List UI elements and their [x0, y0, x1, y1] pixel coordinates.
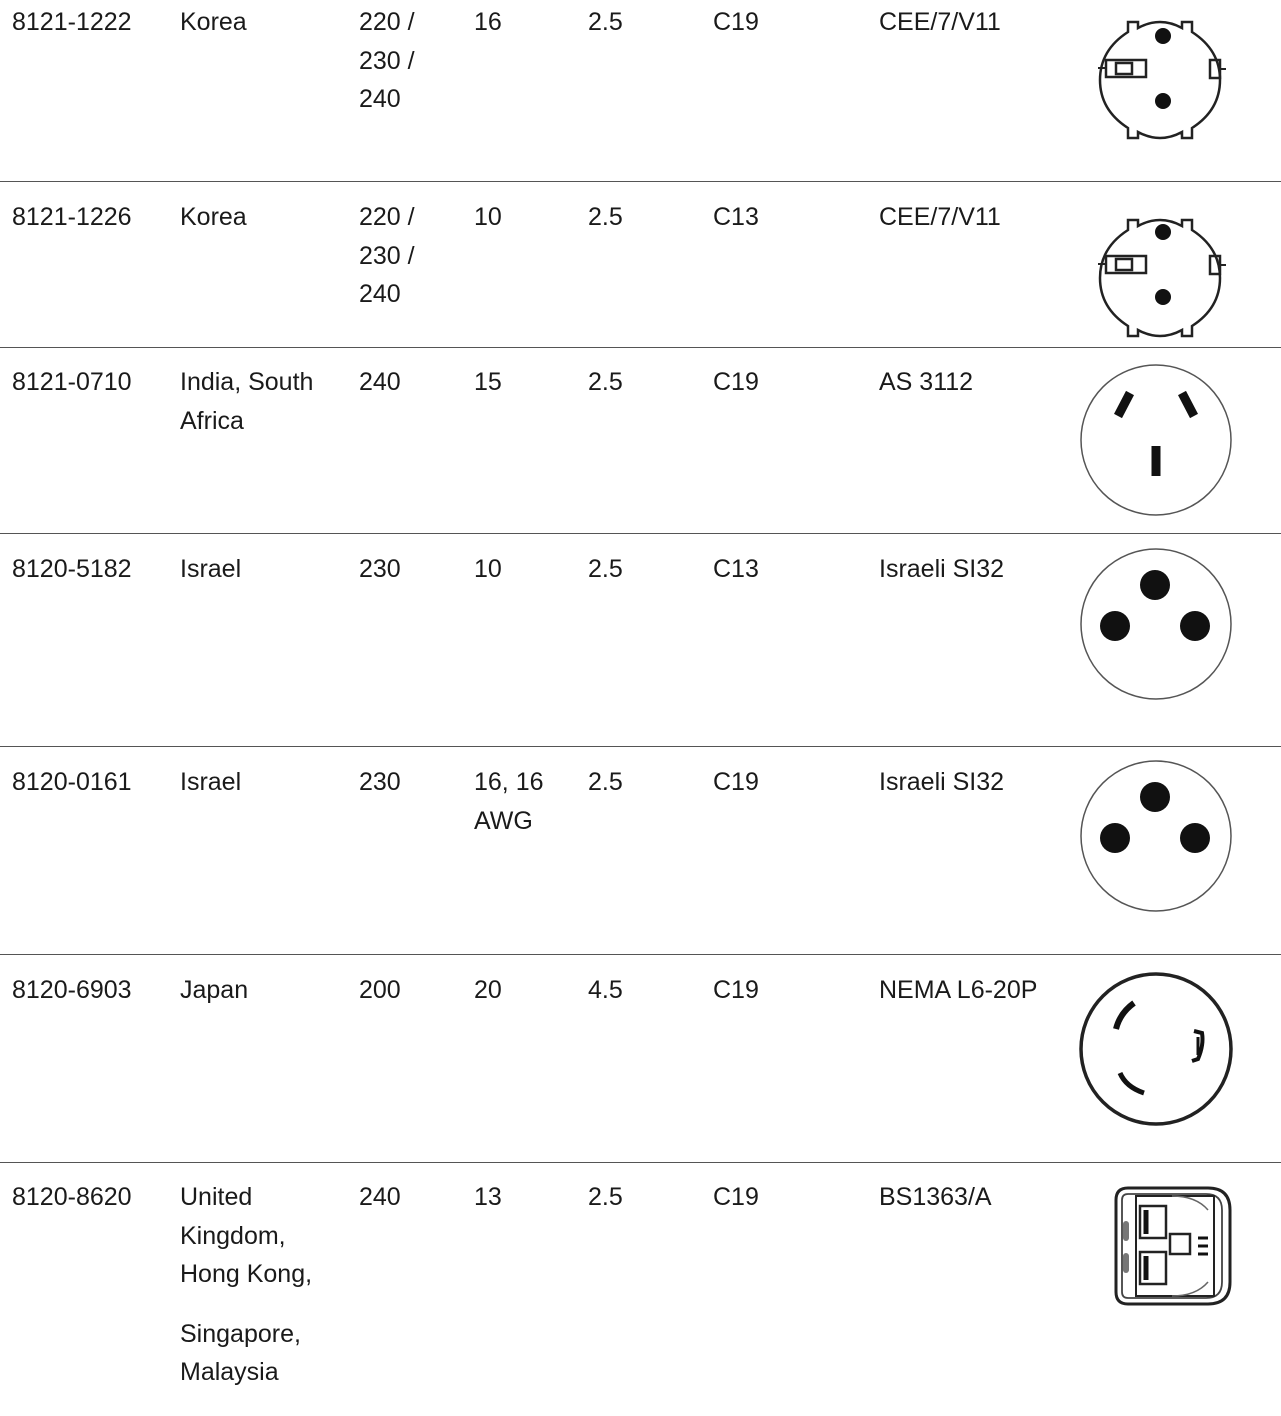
- connector-type: C19: [713, 368, 759, 396]
- schuko-plug-icon: [1080, 0, 1240, 160]
- cord-length: 2.5: [588, 8, 623, 36]
- bs1363-plug-icon: [1076, 1166, 1236, 1326]
- voltage: 220 / 230 / 240: [359, 203, 415, 308]
- row-divider: [0, 181, 1281, 182]
- as3112-plug-icon: [1076, 360, 1236, 520]
- connector-type: C19: [713, 1183, 759, 1211]
- voltage: 200: [359, 976, 401, 1004]
- country: Korea: [180, 8, 247, 36]
- country: Japan: [180, 976, 249, 1004]
- amperage: 15: [474, 368, 502, 396]
- voltage: 230: [359, 768, 401, 796]
- plug-type: BS1363/A: [879, 1183, 992, 1211]
- part-number: 8120-8620: [12, 1183, 132, 1211]
- cord-length: 2.5: [588, 368, 623, 396]
- cord-length: 2.5: [588, 555, 623, 583]
- amperage: 10: [474, 555, 502, 583]
- plug-type: NEMA L6-20P: [879, 976, 1038, 1004]
- voltage: 230: [359, 555, 401, 583]
- part-number: 8120-6903: [12, 976, 132, 1004]
- row-divider: [0, 1162, 1281, 1163]
- cord-length: 2.5: [588, 1183, 623, 1211]
- cord-length: 2.5: [588, 768, 623, 796]
- plug-type: AS 3112: [879, 368, 974, 396]
- connector-type: C13: [713, 203, 759, 231]
- amperage: 10: [474, 203, 502, 231]
- country: Israel: [180, 768, 242, 796]
- connector-type: C13: [713, 555, 759, 583]
- amperage: 13: [474, 1183, 502, 1211]
- connector-type: C19: [713, 976, 759, 1004]
- voltage: 220 / 230 / 240: [359, 8, 415, 113]
- schuko-plug-icon: [1080, 198, 1240, 358]
- si32-plug-icon: [1076, 544, 1236, 704]
- country: India, South Africa: [180, 368, 314, 435]
- part-number: 8121-1222: [12, 8, 132, 36]
- plug-type: CEE/7/V11: [879, 203, 1001, 231]
- plug-type: Israeli SI32: [879, 768, 1005, 796]
- connector-type: C19: [713, 8, 759, 36]
- part-number: 8120-5182: [12, 555, 132, 583]
- part-number: 8121-1226: [12, 203, 132, 231]
- amperage: 16: [474, 8, 502, 36]
- cord-length: 2.5: [588, 203, 623, 231]
- amperage: 20: [474, 976, 502, 1004]
- part-number: 8121-0710: [12, 368, 132, 396]
- voltage: 240: [359, 1183, 401, 1211]
- nema-l6-20p-plug-icon: [1076, 969, 1236, 1129]
- amperage: 16, 16 AWG: [474, 768, 544, 835]
- si32-plug-icon: [1076, 756, 1236, 916]
- country: Israel: [180, 555, 242, 583]
- country: Korea: [180, 203, 247, 231]
- part-number: 8120-0161: [12, 768, 132, 796]
- row-divider: [0, 347, 1281, 348]
- row-divider: [0, 533, 1281, 534]
- row-divider: [0, 746, 1281, 747]
- cord-length: 4.5: [588, 976, 623, 1004]
- row-divider: [0, 954, 1281, 955]
- country: United Kingdom, Hong Kong, Singapore, Ma…: [180, 1183, 313, 1386]
- plug-type: CEE/7/V11: [879, 8, 1001, 36]
- voltage: 240: [359, 368, 401, 396]
- plug-type: Israeli SI32: [879, 555, 1005, 583]
- connector-type: C19: [713, 768, 759, 796]
